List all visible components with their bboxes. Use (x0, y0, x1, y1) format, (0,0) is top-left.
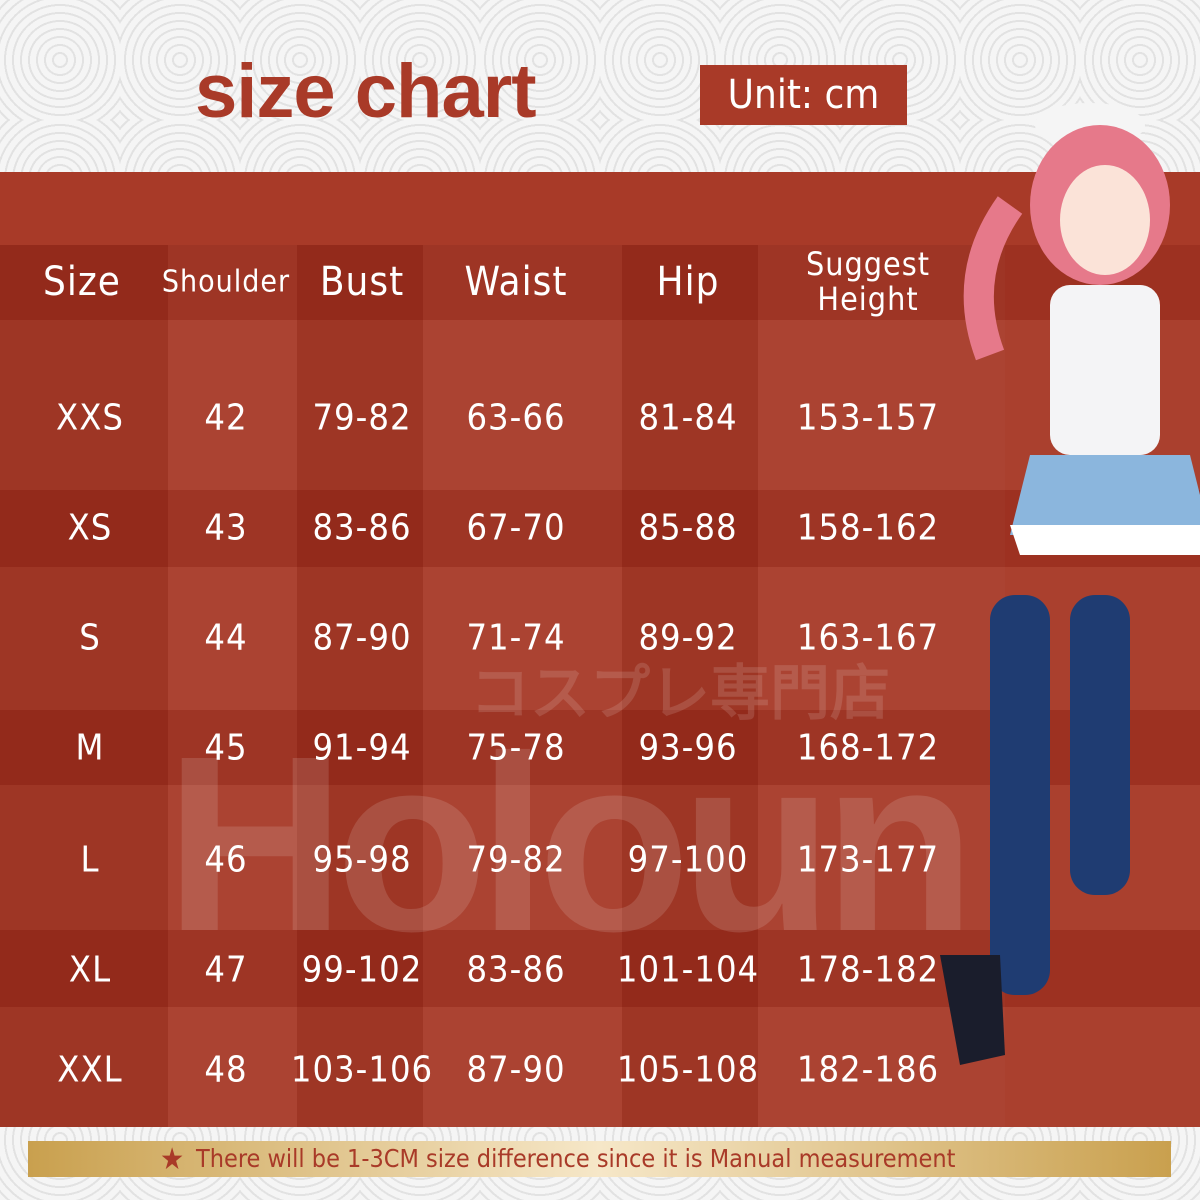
column-header: Bust (319, 259, 405, 305)
table-cell: 97-100 (627, 839, 749, 881)
table-cell: 87-90 (312, 617, 412, 659)
table-cell: XL (68, 949, 112, 991)
table-cell: 99-102 (301, 949, 423, 991)
character-illustration (940, 103, 1200, 1065)
column-header: Suggest Height (805, 245, 931, 318)
table-cell: 45 (204, 727, 248, 769)
watermark-shop: コスプレ専門店 (470, 660, 890, 727)
table-cell: 83-86 (466, 949, 566, 991)
table-cell: 42 (204, 397, 248, 439)
table-cell: 103-106 (290, 1049, 434, 1091)
table-cell: 81-84 (638, 397, 738, 439)
measurement-note: There will be 1-3CM size difference sinc… (196, 1144, 956, 1173)
table-cell: M (75, 727, 105, 769)
measurement-note-banner: ★ There will be 1-3CM size difference si… (28, 1141, 1171, 1177)
table-cell: 91-94 (312, 727, 412, 769)
table-cell: 168-172 (796, 727, 940, 769)
header-row-band (0, 245, 1200, 320)
table-cell: 158-162 (796, 507, 940, 549)
table-cell: 83-86 (312, 507, 412, 549)
table-cell: 178-182 (796, 949, 940, 991)
table-cell: 163-167 (796, 617, 940, 659)
table-cell: 101-104 (616, 949, 760, 991)
table-cell: S (79, 617, 101, 659)
column-header: Waist (464, 259, 568, 305)
table-cell: 71-74 (466, 617, 566, 659)
page-title: size chart (195, 49, 537, 134)
table-cell: 48 (204, 1049, 248, 1091)
table-row (0, 490, 1200, 567)
table-cell: 44 (204, 617, 248, 659)
table-cell: L (80, 839, 100, 881)
table-column (168, 245, 297, 1127)
table-cell: 182-186 (796, 1049, 940, 1091)
table-column (0, 245, 168, 1127)
watermark-logo: Holoun (165, 704, 976, 983)
unit-badge: Unit: cm (700, 65, 907, 125)
table-cell: 43 (204, 507, 248, 549)
table-cell: 87-90 (466, 1049, 566, 1091)
table-cell: XXL (57, 1049, 123, 1091)
table-cell: 153-157 (796, 397, 940, 439)
table-cell: 85-88 (638, 507, 738, 549)
column-header: Shoulder (161, 264, 291, 300)
table-cell: 89-92 (638, 617, 738, 659)
table-cell: 47 (204, 949, 248, 991)
column-header: Size (43, 259, 121, 305)
star-icon: ★ (160, 1142, 185, 1177)
column-header: Hip (656, 259, 720, 305)
table-cell: 46 (204, 839, 248, 881)
table-cell: 95-98 (312, 839, 412, 881)
table-cell: XS (67, 507, 113, 549)
table-cell: 79-82 (466, 839, 566, 881)
table-cell: 75-78 (466, 727, 566, 769)
table-cell: 105-108 (616, 1049, 760, 1091)
table-cell: 93-96 (638, 727, 738, 769)
table-cell: 173-177 (796, 839, 940, 881)
table-cell: 63-66 (466, 397, 566, 439)
table-cell: 79-82 (312, 397, 412, 439)
table-column (297, 245, 423, 1127)
table-column (622, 245, 758, 1127)
table-cell: XXS (56, 397, 124, 439)
table-cell: 67-70 (466, 507, 566, 549)
